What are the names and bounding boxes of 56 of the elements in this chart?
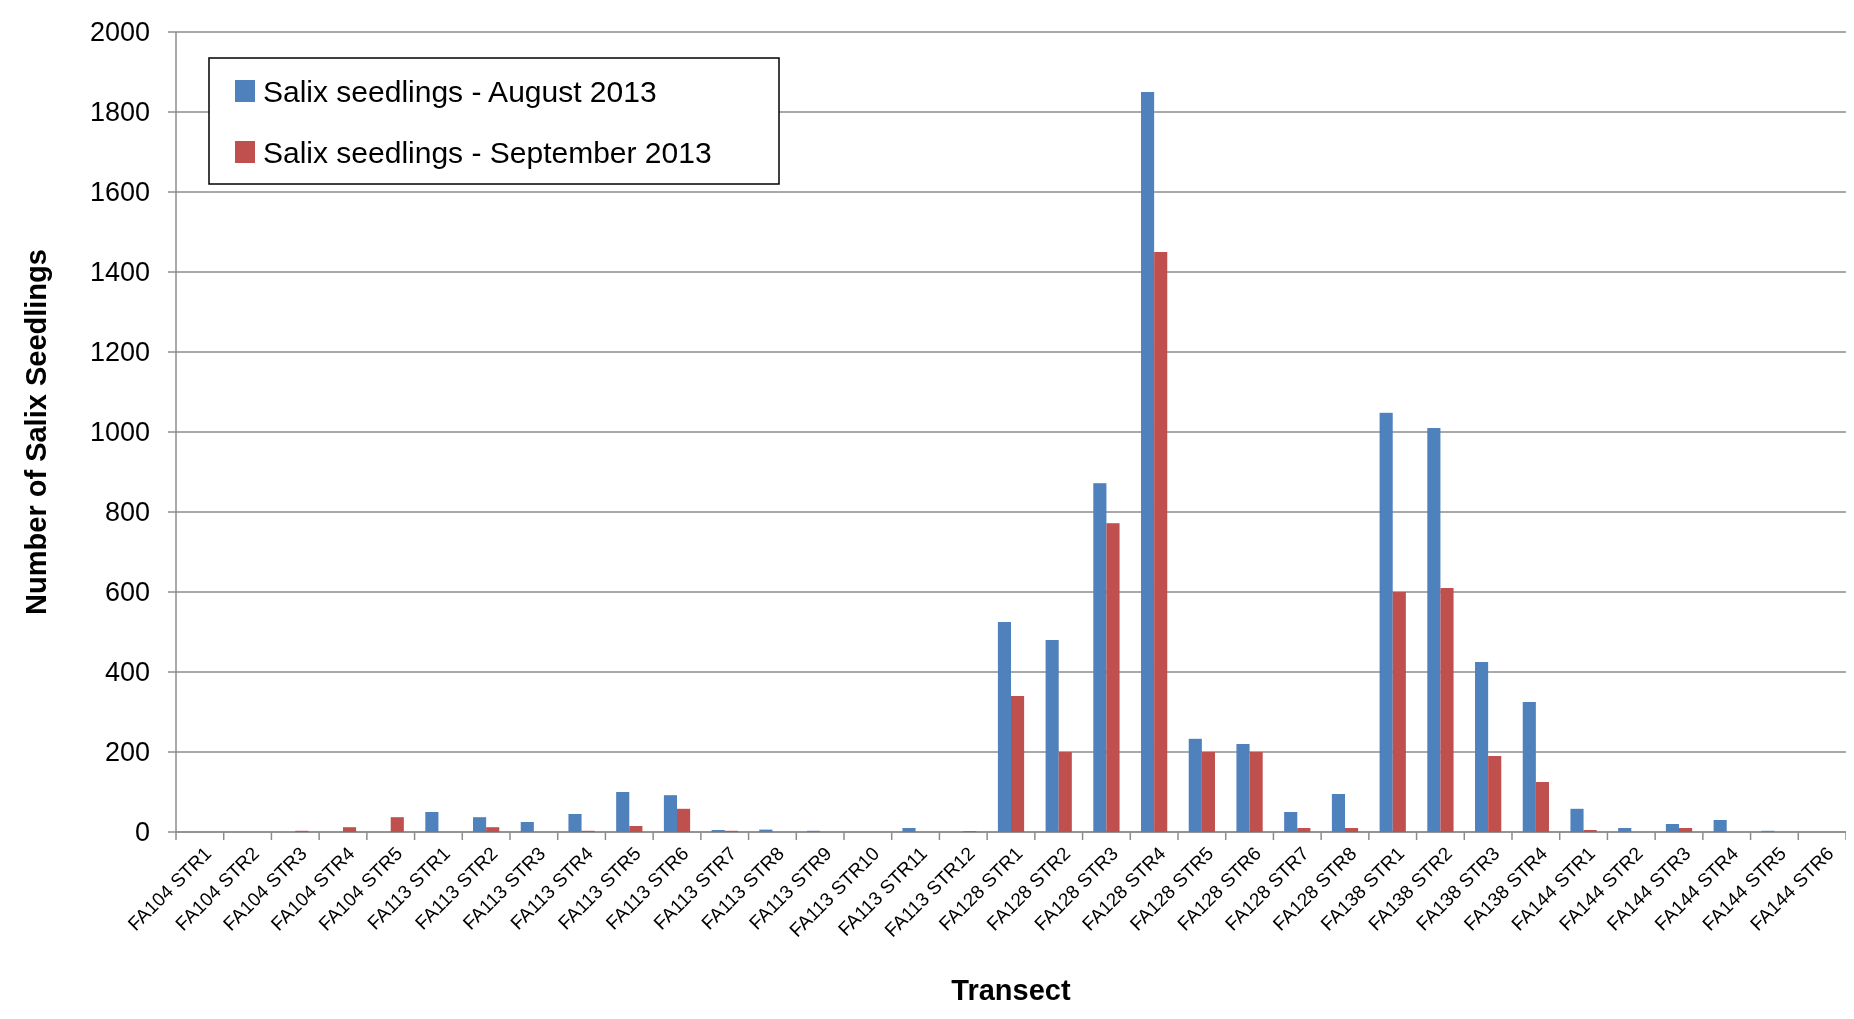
bar <box>1679 828 1693 832</box>
bar <box>1236 744 1250 832</box>
bar <box>1201 752 1215 832</box>
bar <box>997 622 1011 832</box>
bar <box>1570 808 1584 832</box>
bar <box>568 814 582 832</box>
bar <box>1058 752 1072 832</box>
bar <box>1522 702 1536 832</box>
bar <box>1045 640 1059 832</box>
y-tick-label: 1000 <box>89 417 150 448</box>
bar <box>390 817 404 832</box>
bar <box>1249 752 1263 832</box>
bar <box>1427 428 1441 832</box>
bar <box>1475 662 1489 832</box>
bar <box>1331 794 1345 832</box>
bar <box>1713 820 1727 832</box>
legend-label: Salix seedlings - August 2013 <box>263 74 657 108</box>
bar <box>343 827 357 832</box>
bar <box>902 828 916 832</box>
y-tick-label: 1200 <box>89 337 150 368</box>
y-tick-label: 0 <box>134 817 150 848</box>
bar <box>629 826 643 832</box>
bar <box>486 827 500 832</box>
bar <box>663 795 677 832</box>
bar <box>1345 828 1359 832</box>
y-tick-label: 1800 <box>89 97 150 128</box>
bar <box>1141 92 1155 832</box>
bar <box>520 822 534 832</box>
bar <box>1488 756 1502 832</box>
bar <box>473 817 487 832</box>
y-tick-label: 800 <box>104 497 150 528</box>
y-tick-label: 1400 <box>89 257 150 288</box>
legend-label: Salix seedlings - September 2013 <box>263 135 712 169</box>
bar <box>1154 252 1168 832</box>
bar <box>1618 828 1632 832</box>
y-tick-label: 600 <box>104 577 150 608</box>
bar <box>1093 483 1107 832</box>
bar <box>1535 782 1549 832</box>
y-tick-label: 400 <box>104 657 150 688</box>
bar <box>1188 738 1202 832</box>
y-tick-label: 2000 <box>89 17 150 48</box>
bar <box>425 812 439 832</box>
bar <box>1284 812 1298 832</box>
y-tick-label: 1600 <box>89 177 150 208</box>
bar <box>677 808 691 832</box>
bar <box>1440 588 1454 832</box>
bar <box>1106 523 1120 832</box>
bar <box>1011 696 1025 832</box>
bar <box>1392 592 1406 832</box>
bar <box>1379 412 1393 832</box>
y-tick-label: 200 <box>104 737 150 768</box>
bar <box>616 792 630 832</box>
y-axis-title: Number of Salix Seedlings <box>20 249 52 615</box>
bar <box>1297 828 1311 832</box>
bar <box>1665 824 1679 832</box>
x-axis-title: Transect <box>951 974 1071 1006</box>
